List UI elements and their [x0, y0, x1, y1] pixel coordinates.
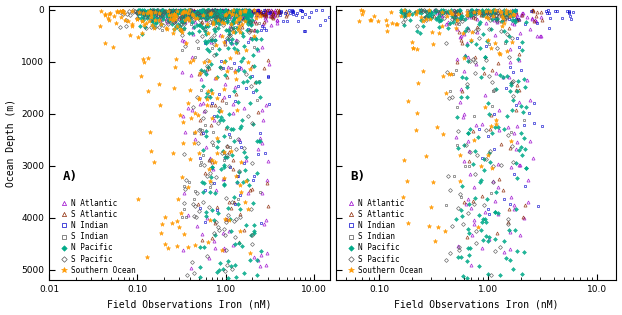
- Legend: N Atlantic, S Atlantic, N Indian, S Indian, N Pacific, S Pacific, Southern Ocean: N Atlantic, S Atlantic, N Indian, S Indi…: [345, 197, 424, 276]
- Text: A): A): [63, 170, 78, 183]
- Y-axis label: Ocean Depth (m): Ocean Depth (m): [6, 99, 16, 187]
- Legend: N Atlantic, S Atlantic, N Indian, S Indian, N Pacific, S Pacific, Southern Ocean: N Atlantic, S Atlantic, N Indian, S Indi…: [58, 197, 137, 276]
- Text: B): B): [350, 170, 365, 183]
- X-axis label: Field Observations Iron (nM): Field Observations Iron (nM): [107, 300, 272, 309]
- X-axis label: Field Observations Iron (nM): Field Observations Iron (nM): [394, 300, 559, 309]
